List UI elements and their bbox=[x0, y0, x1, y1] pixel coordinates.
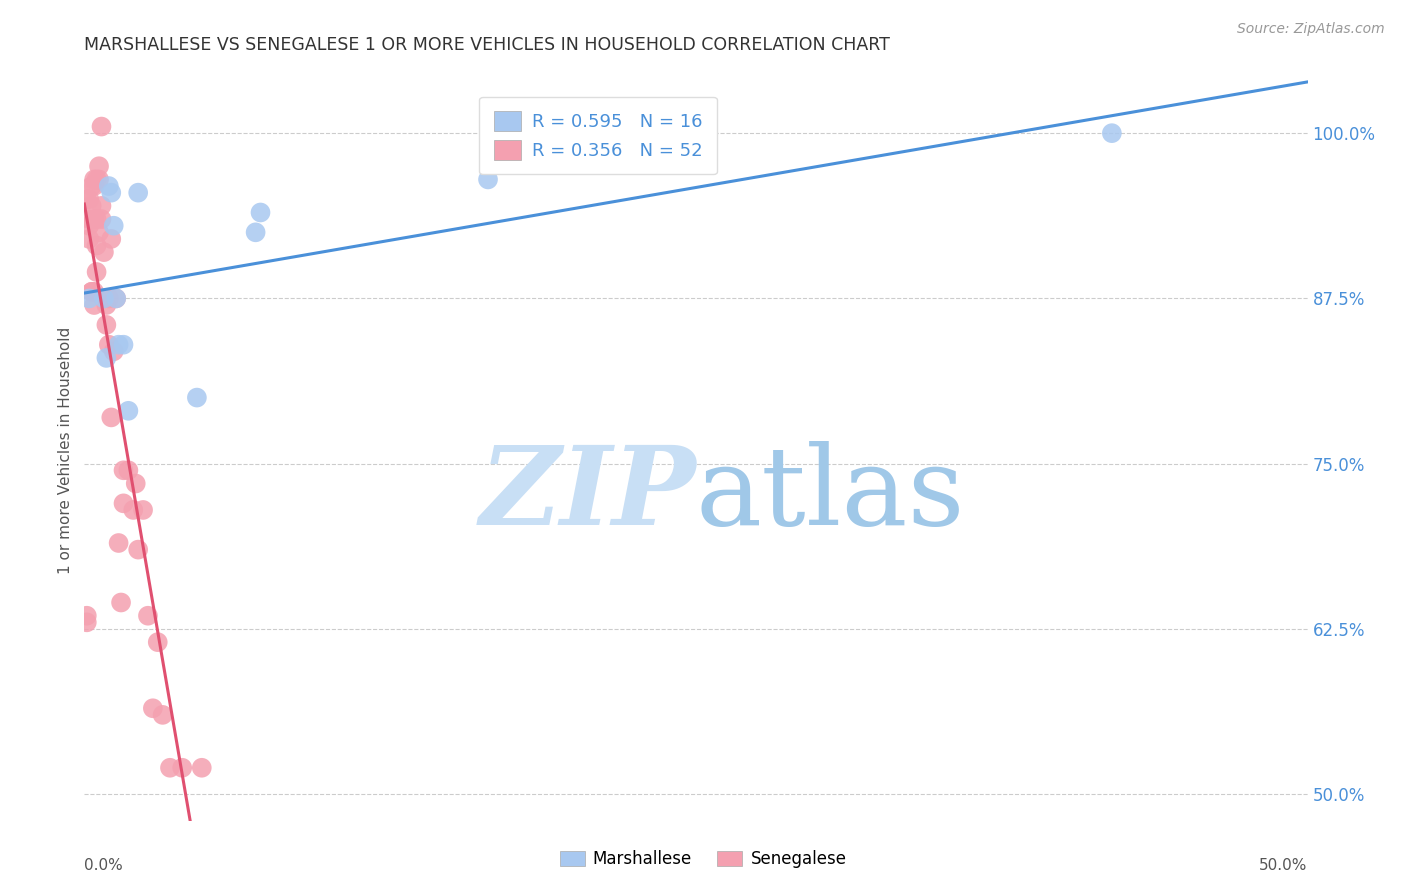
Point bbox=[87, 225, 110, 239]
Legend: Marshallese, Senegalese: Marshallese, Senegalese bbox=[553, 844, 853, 875]
Point bbox=[86, 238, 108, 252]
Point bbox=[76, 615, 98, 630]
Point bbox=[96, 351, 118, 365]
Point bbox=[77, 219, 100, 233]
Point bbox=[83, 298, 105, 312]
Point bbox=[125, 476, 148, 491]
Point bbox=[112, 337, 135, 351]
Point bbox=[112, 463, 135, 477]
Point bbox=[117, 404, 139, 418]
Point bbox=[93, 245, 115, 260]
Point bbox=[97, 337, 120, 351]
Point bbox=[1101, 126, 1123, 140]
Point bbox=[76, 192, 98, 206]
Point bbox=[86, 212, 108, 227]
Text: Source: ZipAtlas.com: Source: ZipAtlas.com bbox=[1237, 22, 1385, 37]
Point bbox=[105, 292, 128, 306]
Point bbox=[90, 199, 112, 213]
Point bbox=[136, 608, 159, 623]
Point bbox=[76, 608, 98, 623]
Point bbox=[80, 179, 103, 194]
Point bbox=[90, 212, 112, 227]
Point bbox=[83, 212, 105, 227]
Text: 0.0%: 0.0% bbox=[84, 858, 124, 872]
Point bbox=[86, 265, 108, 279]
Point bbox=[80, 285, 103, 299]
Point bbox=[97, 179, 120, 194]
Point bbox=[87, 159, 110, 173]
Point bbox=[127, 542, 149, 557]
Legend: R = 0.595   N = 16, R = 0.356   N = 52: R = 0.595 N = 16, R = 0.356 N = 52 bbox=[479, 96, 717, 175]
Point bbox=[93, 292, 115, 306]
Point bbox=[249, 205, 271, 219]
Text: 50.0%: 50.0% bbox=[1260, 858, 1308, 872]
Point bbox=[172, 761, 194, 775]
Point bbox=[146, 635, 169, 649]
Point bbox=[105, 292, 128, 306]
Point bbox=[186, 391, 208, 405]
Point bbox=[107, 337, 129, 351]
Point bbox=[77, 292, 100, 306]
Point bbox=[112, 496, 135, 510]
Point bbox=[132, 503, 155, 517]
Text: MARSHALLESE VS SENEGALESE 1 OR MORE VEHICLES IN HOUSEHOLD CORRELATION CHART: MARSHALLESE VS SENEGALESE 1 OR MORE VEHI… bbox=[84, 36, 890, 54]
Point bbox=[80, 285, 103, 299]
Point bbox=[77, 232, 100, 246]
Point bbox=[191, 761, 214, 775]
Point bbox=[96, 298, 118, 312]
Point bbox=[142, 701, 165, 715]
Point bbox=[80, 199, 103, 213]
Point bbox=[152, 707, 174, 722]
Point bbox=[245, 225, 267, 239]
Text: atlas: atlas bbox=[696, 442, 966, 549]
Point bbox=[77, 192, 100, 206]
Point bbox=[159, 761, 181, 775]
Point bbox=[103, 344, 125, 359]
Point bbox=[93, 292, 115, 306]
Point bbox=[90, 120, 112, 134]
Point bbox=[97, 292, 120, 306]
Point bbox=[100, 232, 122, 246]
Point bbox=[107, 536, 129, 550]
Point bbox=[122, 503, 145, 517]
Point bbox=[83, 172, 105, 186]
Point bbox=[110, 595, 132, 609]
Point bbox=[77, 212, 100, 227]
Point bbox=[100, 410, 122, 425]
Point bbox=[100, 186, 122, 200]
Y-axis label: 1 or more Vehicles in Household: 1 or more Vehicles in Household bbox=[58, 326, 73, 574]
Point bbox=[103, 219, 125, 233]
Point bbox=[127, 186, 149, 200]
Point bbox=[83, 285, 105, 299]
Point bbox=[117, 463, 139, 477]
Point bbox=[86, 172, 108, 186]
Point bbox=[83, 179, 105, 194]
Text: ZIP: ZIP bbox=[479, 442, 696, 549]
Point bbox=[87, 172, 110, 186]
Point bbox=[96, 318, 118, 332]
Point bbox=[477, 172, 499, 186]
